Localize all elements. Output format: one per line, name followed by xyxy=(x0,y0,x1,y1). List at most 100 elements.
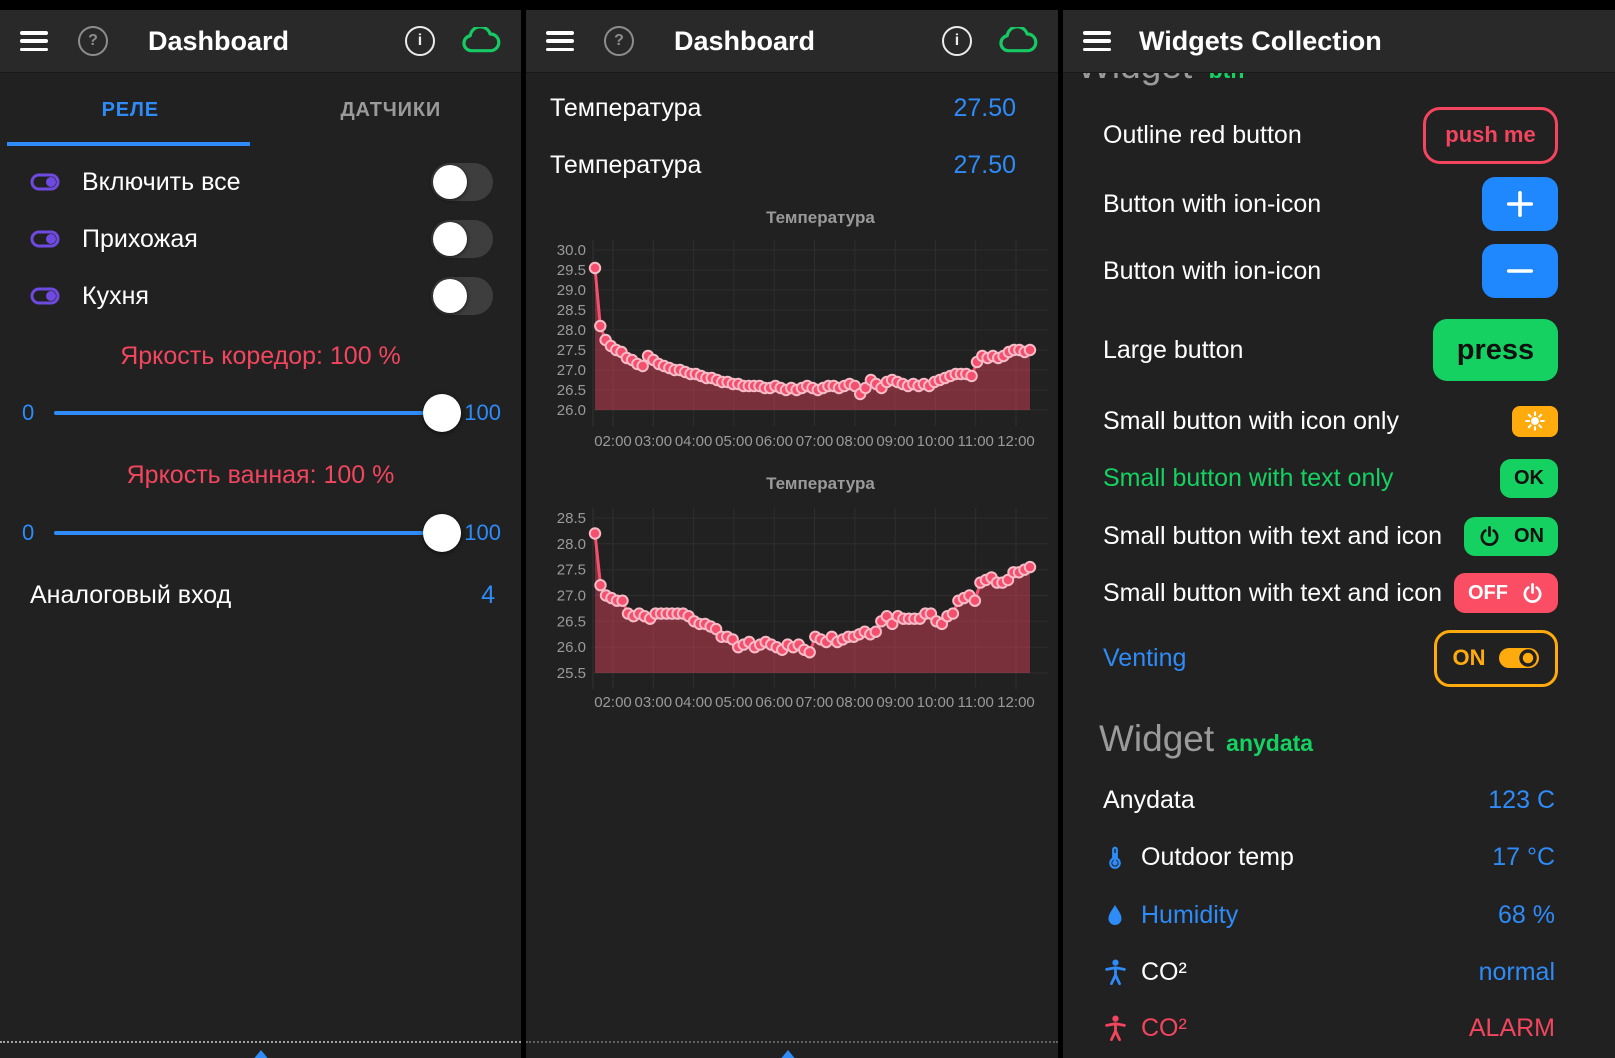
power-icon xyxy=(1478,525,1501,548)
venting-on-button[interactable]: ON xyxy=(1434,629,1558,687)
widget-row-label: Small button with icon only xyxy=(1103,406,1399,435)
data-row-value: normal xyxy=(1478,957,1555,986)
switch-row-label: Кухня xyxy=(82,281,149,310)
brightness-slider: 0 100 xyxy=(0,394,521,432)
sun-icon xyxy=(1524,410,1546,432)
data-row-value: 17 °C xyxy=(1492,842,1555,871)
button-label: ON xyxy=(1452,645,1486,670)
thermometer-icon xyxy=(1103,844,1131,871)
slider-track[interactable] xyxy=(54,394,462,432)
sun-button[interactable] xyxy=(1512,405,1558,437)
svg-text:02:00: 02:00 xyxy=(594,433,632,450)
sensor-data-row: Anydata 123 C xyxy=(1063,772,1615,828)
slider-knob[interactable] xyxy=(423,394,462,432)
OFF-button[interactable]: OFF xyxy=(1454,573,1558,613)
svg-text:09:00: 09:00 xyxy=(876,433,914,450)
info-icon[interactable]: i xyxy=(942,26,972,56)
toggle-switch[interactable] xyxy=(431,220,493,258)
svg-text:28.5: 28.5 xyxy=(557,302,586,319)
middle-body: Температура 27.50 Температура 27.50 30.0 29.… xyxy=(526,72,1058,1058)
slider-knob[interactable] xyxy=(423,514,462,552)
cloud-icon[interactable] xyxy=(998,27,1038,55)
svg-text:12:00: 12:00 xyxy=(997,694,1035,711)
push-me-button[interactable]: push me xyxy=(1423,106,1558,164)
switch-row: Прихожая xyxy=(0,211,521,267)
toggle-glyph-icon xyxy=(30,172,60,192)
data-row-label: CO² xyxy=(1141,957,1187,986)
data-row-value: ALARM xyxy=(1468,1013,1555,1042)
middle-header: ? Dashboard i xyxy=(526,10,1058,72)
svg-text:11:00: 11:00 xyxy=(957,694,993,711)
svg-text:27.5: 27.5 xyxy=(557,342,586,359)
data-row-label: Anydata xyxy=(1103,785,1195,814)
scroll-hint-icon xyxy=(252,1050,270,1058)
widget-row-label: Small button with text and icon xyxy=(1103,578,1443,607)
right-body: Widget btn Outline red button push me Butt… xyxy=(1063,72,1615,1058)
toggle-switch[interactable] xyxy=(431,277,493,315)
plus-button[interactable] xyxy=(1482,177,1558,231)
toggle-knob[interactable] xyxy=(433,279,467,313)
help-icon[interactable]: ? xyxy=(78,26,108,56)
widget-button-row: Small button with text and icon ON xyxy=(1063,508,1615,564)
clipped-heading-title: Widget xyxy=(1077,72,1192,86)
widget-button-row: Button with ion-icon xyxy=(1063,176,1615,232)
scroll-hint-icon xyxy=(779,1050,797,1058)
section-heading-subtitle: anydata xyxy=(1226,730,1314,756)
data-row-label: CO² xyxy=(1141,1013,1187,1042)
panel-widgets-collection: Widgets Collection Widget btn Outline re… xyxy=(1063,10,1615,1058)
tab-rele[interactable]: РЕЛЕ xyxy=(101,98,159,121)
droplet-icon xyxy=(1103,902,1131,929)
press-button[interactable]: press xyxy=(1433,319,1558,381)
tab-datchiki[interactable]: ДАТЧИКИ xyxy=(340,98,442,121)
temperature-chart-1: 30.0 29.5 29.0 28.5 28.0 27.5 27.0 26.5 26.0 02:0… xyxy=(526,202,1058,459)
button-label: push me xyxy=(1445,122,1536,147)
active-tab-indicator xyxy=(7,142,250,146)
minus-button[interactable] xyxy=(1482,244,1558,298)
widget-row-label: Button with ion-icon xyxy=(1103,189,1322,218)
menu-icon[interactable] xyxy=(1083,31,1111,51)
info-icon[interactable]: i xyxy=(405,26,435,56)
section-heading-title: Widget xyxy=(1099,718,1215,759)
analog-input-value: 4 xyxy=(481,580,495,609)
left-header: ? Dashboard i xyxy=(0,10,521,72)
svg-text:10:00: 10:00 xyxy=(917,433,955,450)
ON-button[interactable]: ON xyxy=(1464,516,1558,556)
button-label: OK xyxy=(1514,466,1544,489)
sensor-value-row: Температура 27.50 xyxy=(526,141,1058,189)
temperature-chart-2: 28.5 28.0 27.5 27.0 26.5 26.0 25.5 02:00 03:00 04… xyxy=(526,468,1058,721)
widget-button-row: Button with ion-icon xyxy=(1063,243,1615,299)
sensor-data-row: CO² ALARM xyxy=(1063,1000,1615,1056)
slider-line xyxy=(54,411,462,415)
switch-row-label: Включить все xyxy=(82,167,241,196)
svg-text:04:00: 04:00 xyxy=(675,694,713,711)
svg-text:11:00: 11:00 xyxy=(957,433,993,450)
minus-icon xyxy=(1502,253,1538,289)
button-label: ON xyxy=(1514,524,1544,547)
panel-dashboard-sensors: ? Dashboard i Температура 27.50 Температур… xyxy=(526,10,1058,1058)
toggle-on-icon xyxy=(1498,645,1540,671)
slider-min-label: 0 xyxy=(22,520,35,545)
svg-text:30.0: 30.0 xyxy=(557,242,586,259)
clipped-heading-subtitle: btn xyxy=(1209,72,1245,83)
svg-text:07:00: 07:00 xyxy=(796,694,834,711)
slider-track[interactable] xyxy=(54,514,462,552)
svg-text:05:00: 05:00 xyxy=(715,433,753,450)
svg-text:10:00: 10:00 xyxy=(917,694,955,711)
left-body: РЕЛЕ ДАТЧИКИ Включить все Прихожая Кухня Я… xyxy=(0,72,521,1058)
analog-input-row: Аналоговый вход 4 xyxy=(0,567,521,623)
data-row-label: Humidity xyxy=(1141,900,1239,929)
toggle-knob[interactable] xyxy=(433,165,467,199)
menu-icon[interactable] xyxy=(546,31,574,51)
cloud-icon[interactable] xyxy=(461,27,501,55)
toggle-switch[interactable] xyxy=(431,163,493,201)
svg-text:Температура: Температура xyxy=(766,208,875,227)
svg-text:08:00: 08:00 xyxy=(836,433,874,450)
help-icon[interactable]: ? xyxy=(604,26,634,56)
toggle-knob[interactable] xyxy=(433,222,467,256)
toggle-glyph-icon xyxy=(30,229,60,249)
menu-icon[interactable] xyxy=(20,31,48,51)
svg-text:27.0: 27.0 xyxy=(557,362,586,379)
OK-button[interactable]: OK xyxy=(1500,458,1558,498)
svg-text:27.0: 27.0 xyxy=(557,588,586,605)
